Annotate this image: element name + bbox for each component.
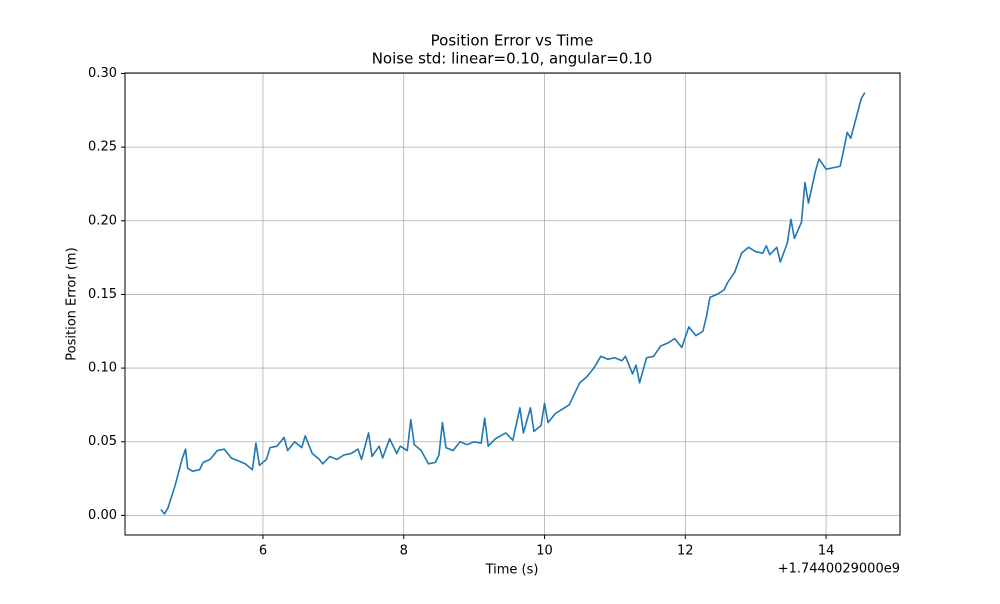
y-tick-label: 0.20 [88,213,117,228]
y-tick-label: 0.10 [88,361,117,376]
x-tick-label: 12 [677,544,694,559]
y-tick-label: 0.15 [88,287,117,302]
x-offset-label: +1.7440029000e9 [778,562,900,577]
data-line [160,92,866,515]
y-tick-label: 0.00 [88,508,117,523]
y-axis-label: Position Error (m) [65,247,80,360]
plot-frame [124,72,901,536]
y-tick-label: 0.30 [88,66,117,81]
x-axis-label: Time (s) [485,563,539,578]
x-tick-label: 6 [259,544,267,559]
y-tick-label: 0.05 [88,434,117,449]
chart-title: Position Error vs Time [431,32,594,50]
y-tick-label: 0.25 [88,140,117,155]
x-tick-label: 14 [818,544,835,559]
x-tick-label: 10 [536,544,553,559]
chart-subtitle: Noise std: linear=0.10, angular=0.10 [372,50,653,68]
x-tick-label: 8 [400,544,408,559]
